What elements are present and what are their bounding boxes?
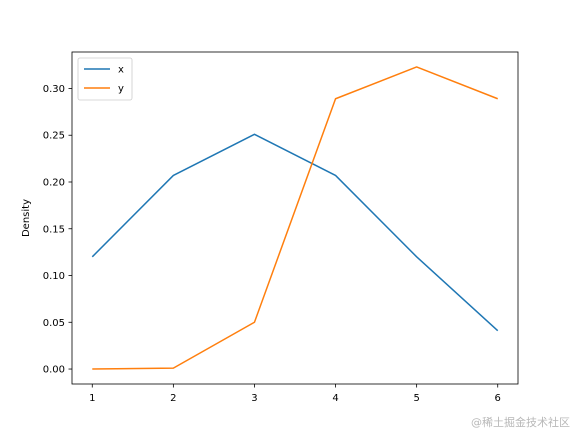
y-axis-label: Density	[21, 199, 32, 237]
axes-border	[71, 51, 519, 385]
x-tick-label: 2	[170, 393, 176, 404]
watermark-text: @稀土掘金技术社区	[471, 415, 570, 429]
x-tick-label: 6	[495, 393, 501, 404]
y-tick-label: 0.15	[43, 224, 65, 235]
legend-label-x: x	[118, 65, 124, 76]
y-tick-label: 0.30	[43, 84, 65, 95]
x-tick-label: 5	[413, 393, 419, 404]
y-tick-label: 0.10	[43, 271, 65, 282]
legend-label-y: y	[118, 84, 124, 95]
y-tick-label: 0.05	[43, 318, 65, 329]
x-tick-label: 3	[251, 393, 257, 404]
axes-frame	[71, 51, 519, 385]
legend: xy	[77, 57, 133, 101]
y-axis: 0.00 0.05 0.10 0.15 0.20 0.25 0.30	[43, 84, 72, 376]
y-tick-label: 0.00	[43, 365, 65, 376]
x-tick-label: 4	[332, 393, 338, 404]
series-line-x	[91, 133, 499, 332]
y-tick-label: 0.25	[43, 131, 65, 142]
x-axis: 1 2 3 4 5 6	[89, 384, 501, 404]
plot-lines	[91, 66, 499, 370]
y-tick-label: 0.20	[43, 177, 65, 188]
x-tick-label: 1	[89, 393, 95, 404]
series-line-y	[92, 66, 499, 370]
